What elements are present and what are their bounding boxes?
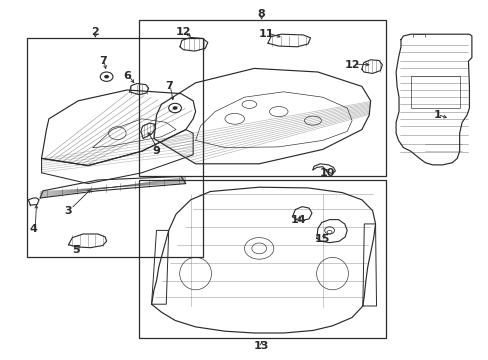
Circle shape (172, 106, 177, 110)
Text: 2: 2 (91, 27, 99, 37)
Text: 12: 12 (344, 60, 359, 70)
Text: 5: 5 (72, 245, 80, 255)
Text: 7: 7 (99, 56, 106, 66)
Text: 12: 12 (175, 27, 191, 37)
Text: 4: 4 (29, 224, 37, 234)
Circle shape (104, 75, 109, 78)
Text: 10: 10 (319, 168, 335, 178)
Text: 9: 9 (152, 146, 160, 156)
Text: 14: 14 (290, 215, 305, 225)
Text: 6: 6 (123, 71, 131, 81)
Text: 1: 1 (433, 110, 441, 120)
Text: 8: 8 (257, 9, 265, 19)
Text: 15: 15 (314, 234, 330, 244)
Bar (27, 38, 203, 257)
Text: 13: 13 (253, 341, 269, 351)
Text: 11: 11 (258, 29, 274, 39)
Bar (139, 180, 386, 338)
Bar (139, 20, 386, 176)
Text: 7: 7 (164, 81, 172, 91)
Bar (410, 76, 459, 108)
Text: 3: 3 (64, 206, 72, 216)
